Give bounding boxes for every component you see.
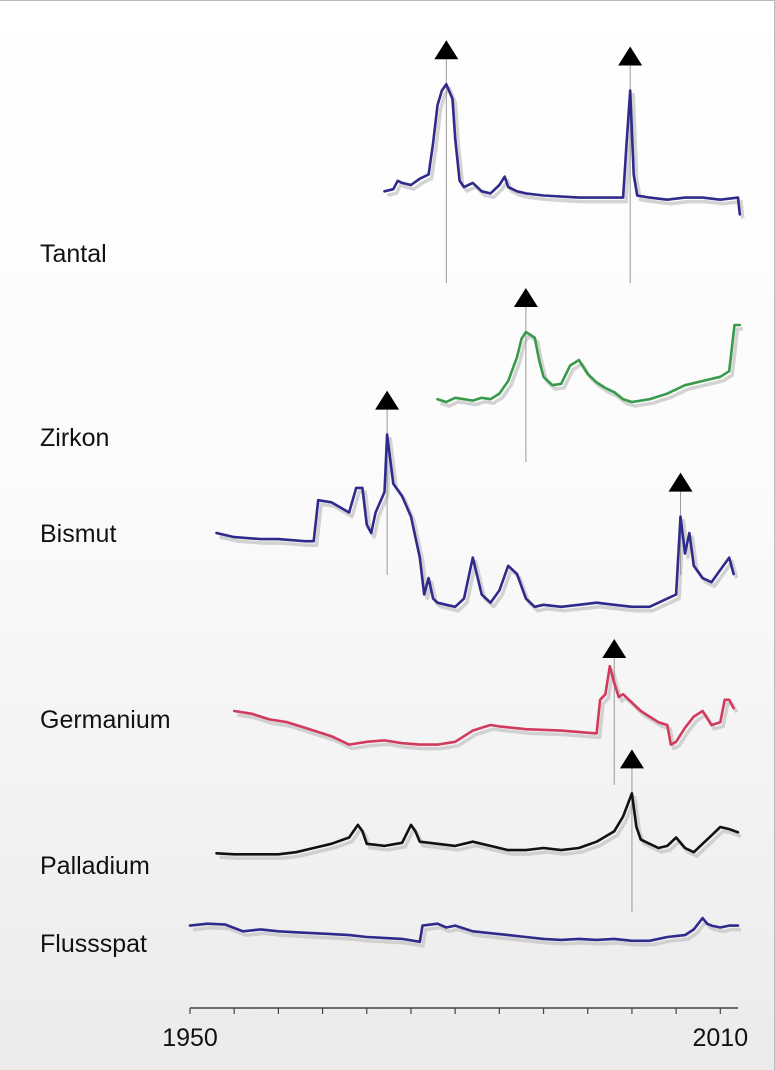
palladium-peak-marker-1 <box>619 749 644 769</box>
series-line-layer <box>188 82 742 944</box>
germanium-shadow <box>236 668 739 751</box>
palladium-label: Palladium <box>40 852 150 880</box>
germanium-peak-marker-1 <box>602 639 627 658</box>
zirkon-shadow <box>439 327 743 408</box>
bismut-peak-marker-1 <box>375 390 400 410</box>
bismut-label: Bismut <box>40 520 116 548</box>
x-axis: 1950 2010 <box>162 1007 749 1052</box>
palladium-line <box>215 792 740 856</box>
flussspat-shadow <box>192 920 741 948</box>
flussspat-line <box>188 916 740 944</box>
tantal-peak-marker-2 <box>618 46 643 66</box>
bismut-shadow <box>219 436 739 613</box>
zirkon-line <box>436 323 742 404</box>
tantal-line <box>383 82 742 216</box>
x-tick-label-2010: 2010 <box>693 1024 749 1052</box>
tantal-label: Tantal <box>40 240 107 268</box>
tantal-shadow <box>387 86 745 219</box>
x-tick-label-1950: 1950 <box>162 1024 218 1052</box>
germanium-line <box>232 664 735 746</box>
series-label-layer: Tantal Zirkon Bismut Germanium Palladium Flus… <box>40 240 171 958</box>
tantal-peak-marker-1 <box>434 40 459 60</box>
zirkon-label: Zirkon <box>40 424 109 452</box>
shadow-layer <box>192 86 745 948</box>
peak-line-layer <box>375 40 693 912</box>
germanium-label: Germanium <box>40 706 171 734</box>
bismut-line <box>215 433 735 609</box>
palladium-shadow <box>219 795 742 861</box>
flussspat-label: Flussspat <box>40 930 147 958</box>
zirkon-peak-marker-1 <box>513 288 538 307</box>
bismut-peak-marker-2 <box>668 472 693 492</box>
